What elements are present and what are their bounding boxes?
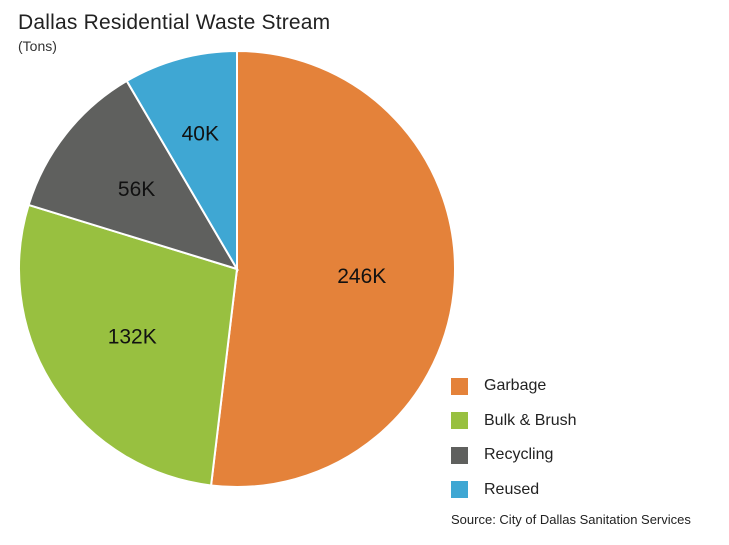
- legend-swatch-garbage: [451, 377, 468, 395]
- legend-label-reused: Reused: [484, 480, 540, 498]
- legend: Garbage Bulk & Brush Recycling Reused: [451, 375, 576, 513]
- legend-item-recycling: Recycling: [451, 444, 576, 466]
- legend-label-recycling: Recycling: [484, 446, 554, 463]
- pie-label-garbage: 246K: [337, 265, 386, 288]
- legend-item-reused: Reused: [451, 479, 576, 501]
- source-note: Source: City of Dallas Sanitation Servic…: [451, 512, 691, 527]
- legend-label-bulk-brush: Bulk & Brush: [484, 411, 577, 429]
- chart-title: Dallas Residential Waste Stream: [18, 11, 331, 34]
- pie-slice-garbage: [209, 49, 457, 488]
- legend-item-bulk-brush: Bulk & Brush: [451, 410, 576, 432]
- pie-slice-bulk-brush: [18, 203, 239, 487]
- legend-swatch-reused: [451, 481, 468, 498]
- pie-slice-reused: [125, 49, 238, 273]
- pie-label-recycling: 56K: [118, 178, 155, 201]
- pie-label-bulk-brush: 132K: [108, 326, 157, 349]
- pie-slice-recycling: [27, 79, 240, 271]
- legend-swatch-bulk-brush: [451, 412, 468, 429]
- legend-item-garbage: Garbage: [451, 375, 576, 397]
- legend-label-garbage: Garbage: [484, 377, 547, 394]
- pie-label-reused: 40K: [182, 122, 219, 145]
- chart-subtitle: (Tons): [18, 38, 57, 54]
- legend-swatch-recycling: [451, 446, 468, 464]
